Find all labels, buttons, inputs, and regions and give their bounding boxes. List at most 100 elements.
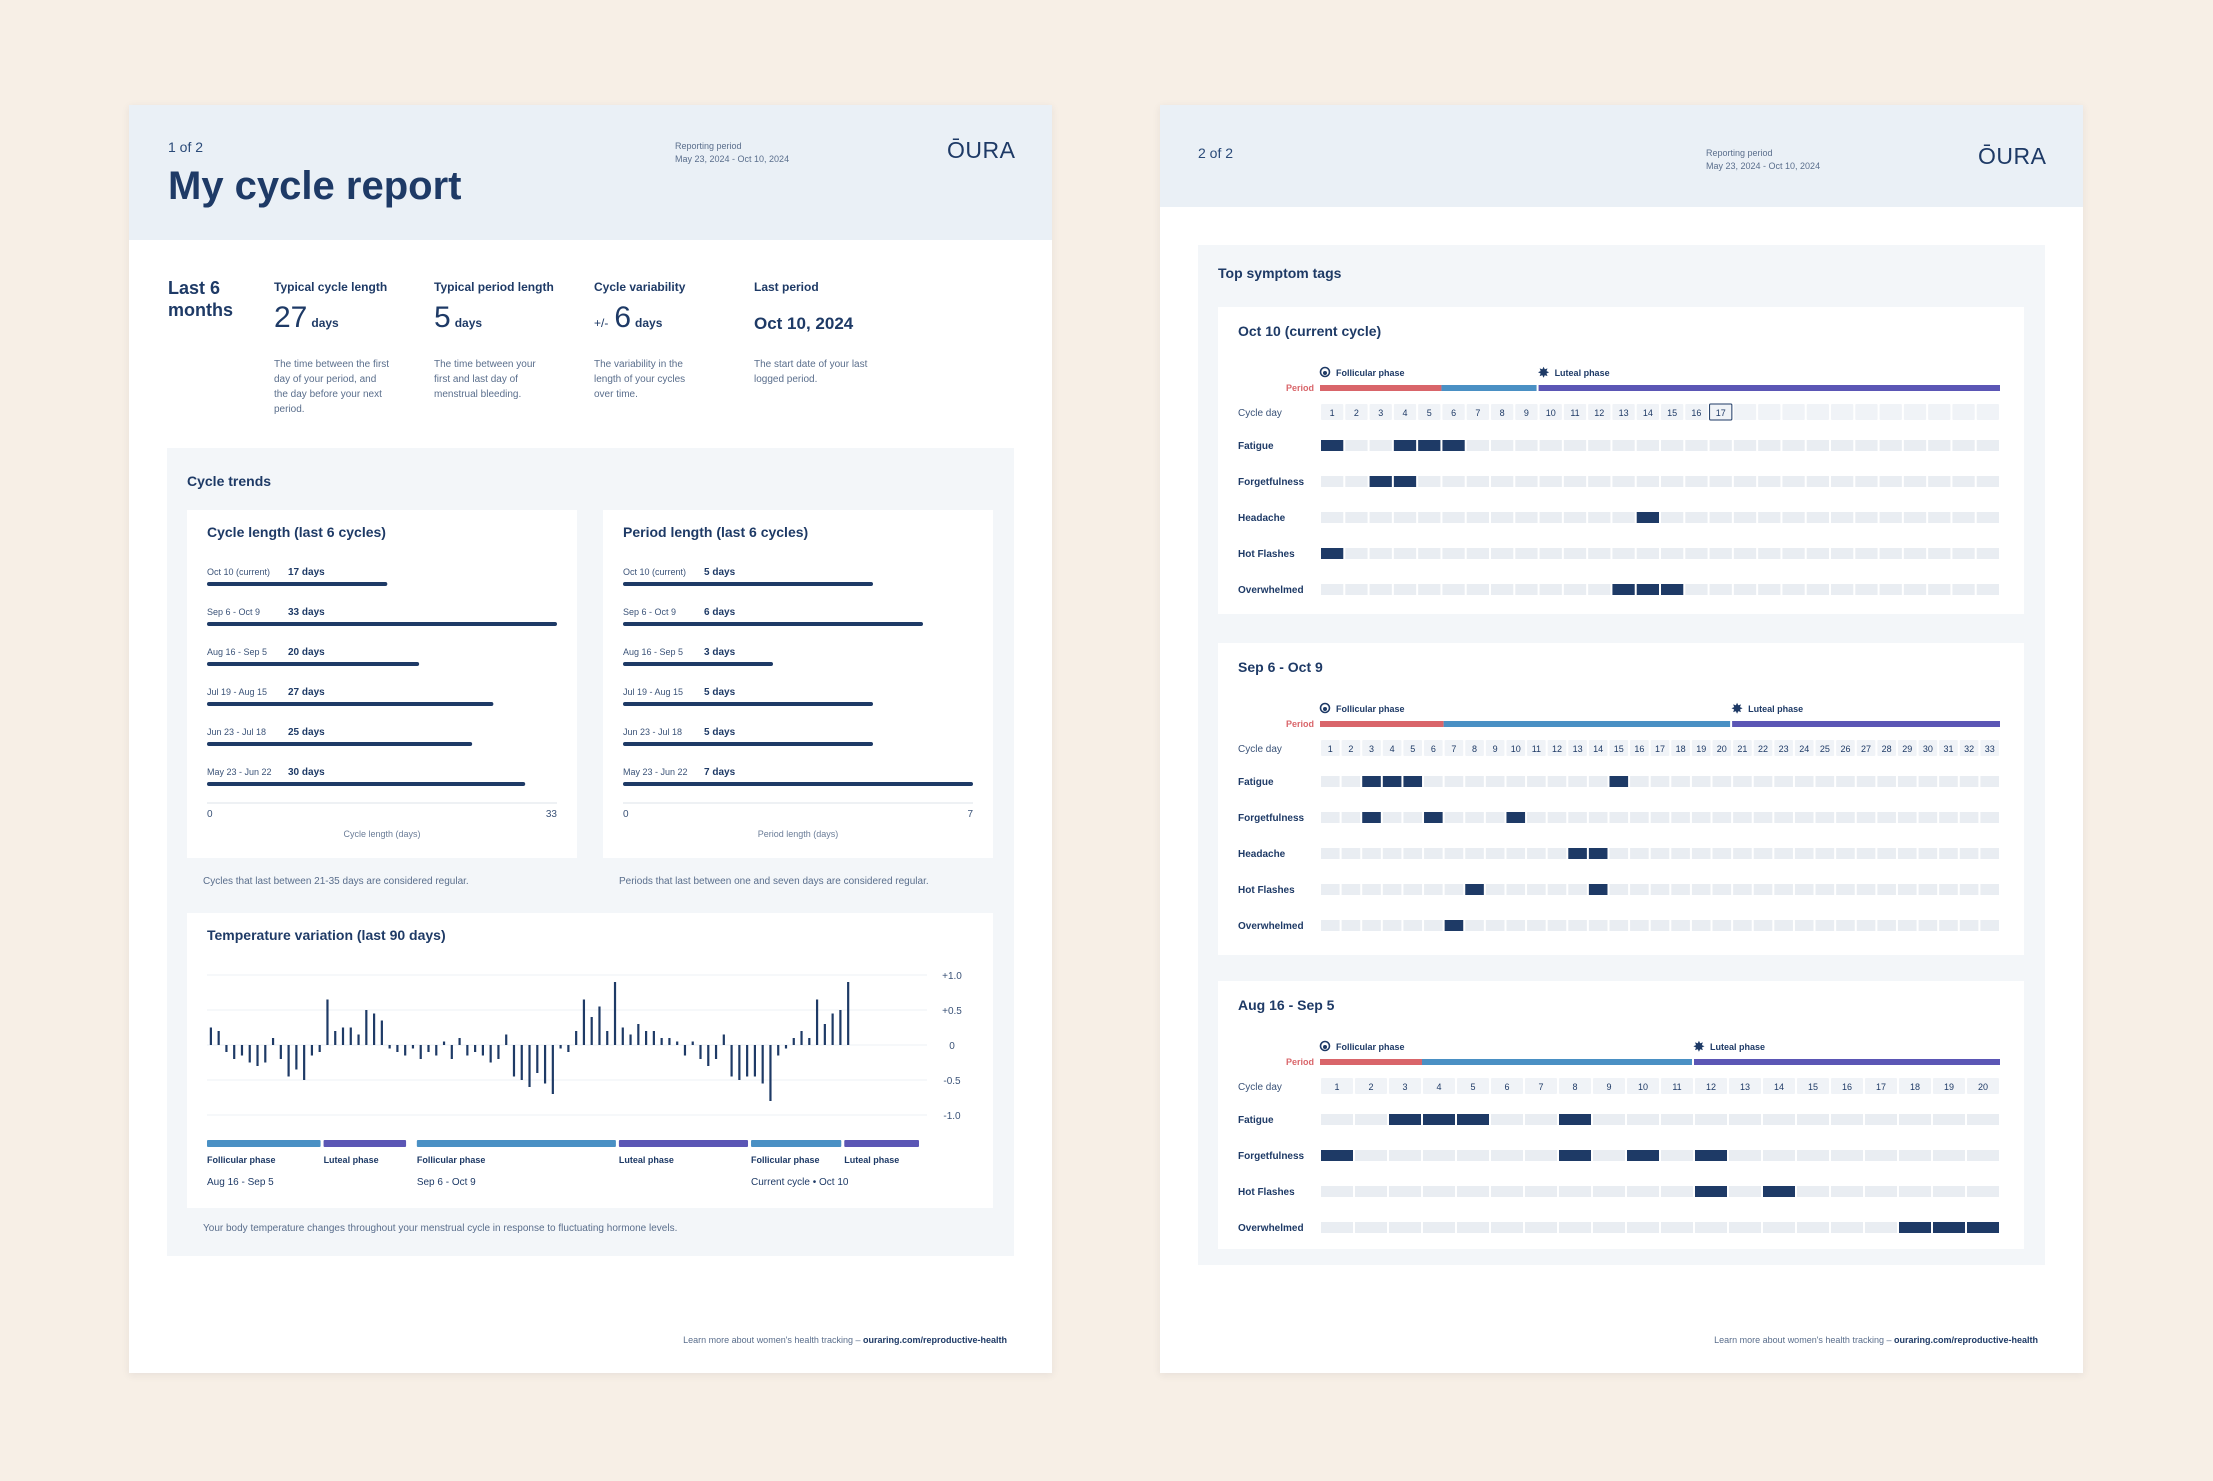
- day-cell: [1321, 1078, 1353, 1094]
- footer-link[interactable]: ouraring.com/reproductive-health: [862, 1335, 1007, 1345]
- day-number: 14: [1774, 1082, 1784, 1092]
- day-cell: [1525, 1078, 1557, 1094]
- symptom-cell: [1671, 812, 1690, 823]
- symptom-cell: [1939, 848, 1958, 859]
- symptom-cell: [1815, 812, 1835, 823]
- day-number: 10: [1638, 1082, 1648, 1092]
- stat-desc: The time between your first and last day…: [434, 359, 536, 400]
- day-number: 2: [1354, 408, 1359, 418]
- symptom-cell: [1424, 776, 1443, 787]
- day-number: 17: [1655, 744, 1665, 754]
- symptom-cell: [1661, 440, 1684, 451]
- data-label: 7 days: [704, 767, 736, 778]
- day-number: 16: [1691, 408, 1701, 418]
- bar: [623, 622, 923, 626]
- card-title: Period length (last 6 cycles): [623, 524, 809, 540]
- symptom-cell: [1506, 884, 1526, 895]
- data-label: 30 days: [288, 767, 325, 778]
- day-cell: [1588, 740, 1608, 756]
- day-cell: [1466, 404, 1489, 420]
- day-number: 12: [1594, 408, 1604, 418]
- symptom-cell: [1630, 776, 1649, 787]
- symptom-cell: [1466, 584, 1489, 595]
- symptom-cell: [1879, 476, 1902, 487]
- symptom-cell: [1959, 884, 1979, 895]
- day-cell: [1424, 740, 1443, 756]
- data-label: 5 days: [704, 687, 736, 698]
- day-cell: [1612, 404, 1635, 420]
- symptom-cell: [1976, 440, 1999, 451]
- symptom-cell: [1650, 920, 1670, 931]
- symptom-cell: [1733, 884, 1752, 895]
- day-cell: [1491, 404, 1514, 420]
- footer-link[interactable]: ouraring.com/reproductive-health: [1893, 1335, 2038, 1345]
- tick-label: 0: [207, 809, 213, 820]
- phase-label: Follicular phase: [417, 1155, 486, 1165]
- day-number: 5: [1427, 408, 1432, 418]
- symptom-cell: [1959, 812, 1979, 823]
- category-label: Oct 10 (current): [623, 567, 686, 577]
- phase-bar: [751, 1140, 842, 1147]
- symptom-cell-active: [1442, 440, 1465, 451]
- symptom-cell: [1952, 440, 1975, 451]
- symptom-cell: [1952, 548, 1975, 559]
- category-label: Sep 6 - Oct 9: [207, 607, 260, 617]
- symptom-cell: [1636, 548, 1659, 559]
- day-cell: [1588, 404, 1611, 420]
- symptom-label: Overwhelmed: [1238, 1223, 1304, 1234]
- day-cell: [1879, 404, 1902, 420]
- symptom-cell: [1797, 1186, 1829, 1197]
- symptom-cell-active: [1465, 884, 1484, 895]
- symptom-cell: [1609, 884, 1629, 895]
- section-title: Top symptom tags: [1218, 265, 1342, 281]
- day-number: 10: [1511, 744, 1521, 754]
- phase-label: Follicular phase: [207, 1155, 276, 1165]
- symptom-cell: [1806, 584, 1829, 595]
- day-cell: [1341, 740, 1361, 756]
- symptom-cell: [1661, 1186, 1693, 1197]
- page-number: 2 of 2: [1198, 145, 1234, 161]
- symptom-cell: [1321, 1186, 1353, 1197]
- day-cell: [1369, 404, 1392, 420]
- symptom-cell: [1403, 884, 1423, 895]
- day-number: 29: [1902, 744, 1912, 754]
- luteal-label: Luteal phase: [1710, 1042, 1765, 1052]
- symptom-cell: [1457, 1150, 1489, 1161]
- day-cell: [1661, 404, 1684, 420]
- symptom-cell-active: [1362, 812, 1381, 823]
- symptom-cell: [1341, 812, 1361, 823]
- symptom-cell: [1899, 1186, 1931, 1197]
- cycle-day-label: Cycle day: [1238, 1082, 1282, 1093]
- symptom-cell: [1612, 440, 1635, 451]
- bar: [207, 662, 420, 666]
- symptom-cell: [1836, 848, 1855, 859]
- category-label: Aug 16 - Sep 5: [207, 647, 267, 657]
- symptom-cell: [1806, 548, 1829, 559]
- symptom-cell: [1671, 884, 1690, 895]
- day-cell: [1691, 740, 1711, 756]
- day-number: 5: [1470, 1082, 1475, 1092]
- day-number: 31: [1943, 744, 1953, 754]
- cycle-day-label: Cycle day: [1238, 408, 1282, 419]
- day-cell: [1797, 1078, 1829, 1094]
- bar: [207, 742, 473, 746]
- symptom-cell: [1527, 812, 1546, 823]
- y-tick-label: -1.0: [943, 1111, 961, 1122]
- symptom-cell: [1321, 584, 1344, 595]
- luteal-icon: ✸: [1537, 365, 1549, 380]
- symptom-cell: [1547, 848, 1567, 859]
- symptom-cell: [1465, 776, 1484, 787]
- symptom-cell: [1794, 812, 1814, 823]
- symptom-cell: [1403, 848, 1423, 859]
- symptom-cell: [1491, 1114, 1523, 1125]
- symptom-cell-active: [1609, 776, 1629, 787]
- symptom-cell: [1491, 1222, 1523, 1233]
- symptom-cell: [1588, 920, 1608, 931]
- day-number: 33: [1985, 744, 1995, 754]
- symptom-cell: [1485, 848, 1505, 859]
- period-bar: [1320, 1059, 1422, 1065]
- symptom-cell: [1389, 1222, 1421, 1233]
- symptom-cell: [1671, 920, 1690, 931]
- day-cell: [1568, 740, 1587, 756]
- symptom-cell: [1661, 548, 1684, 559]
